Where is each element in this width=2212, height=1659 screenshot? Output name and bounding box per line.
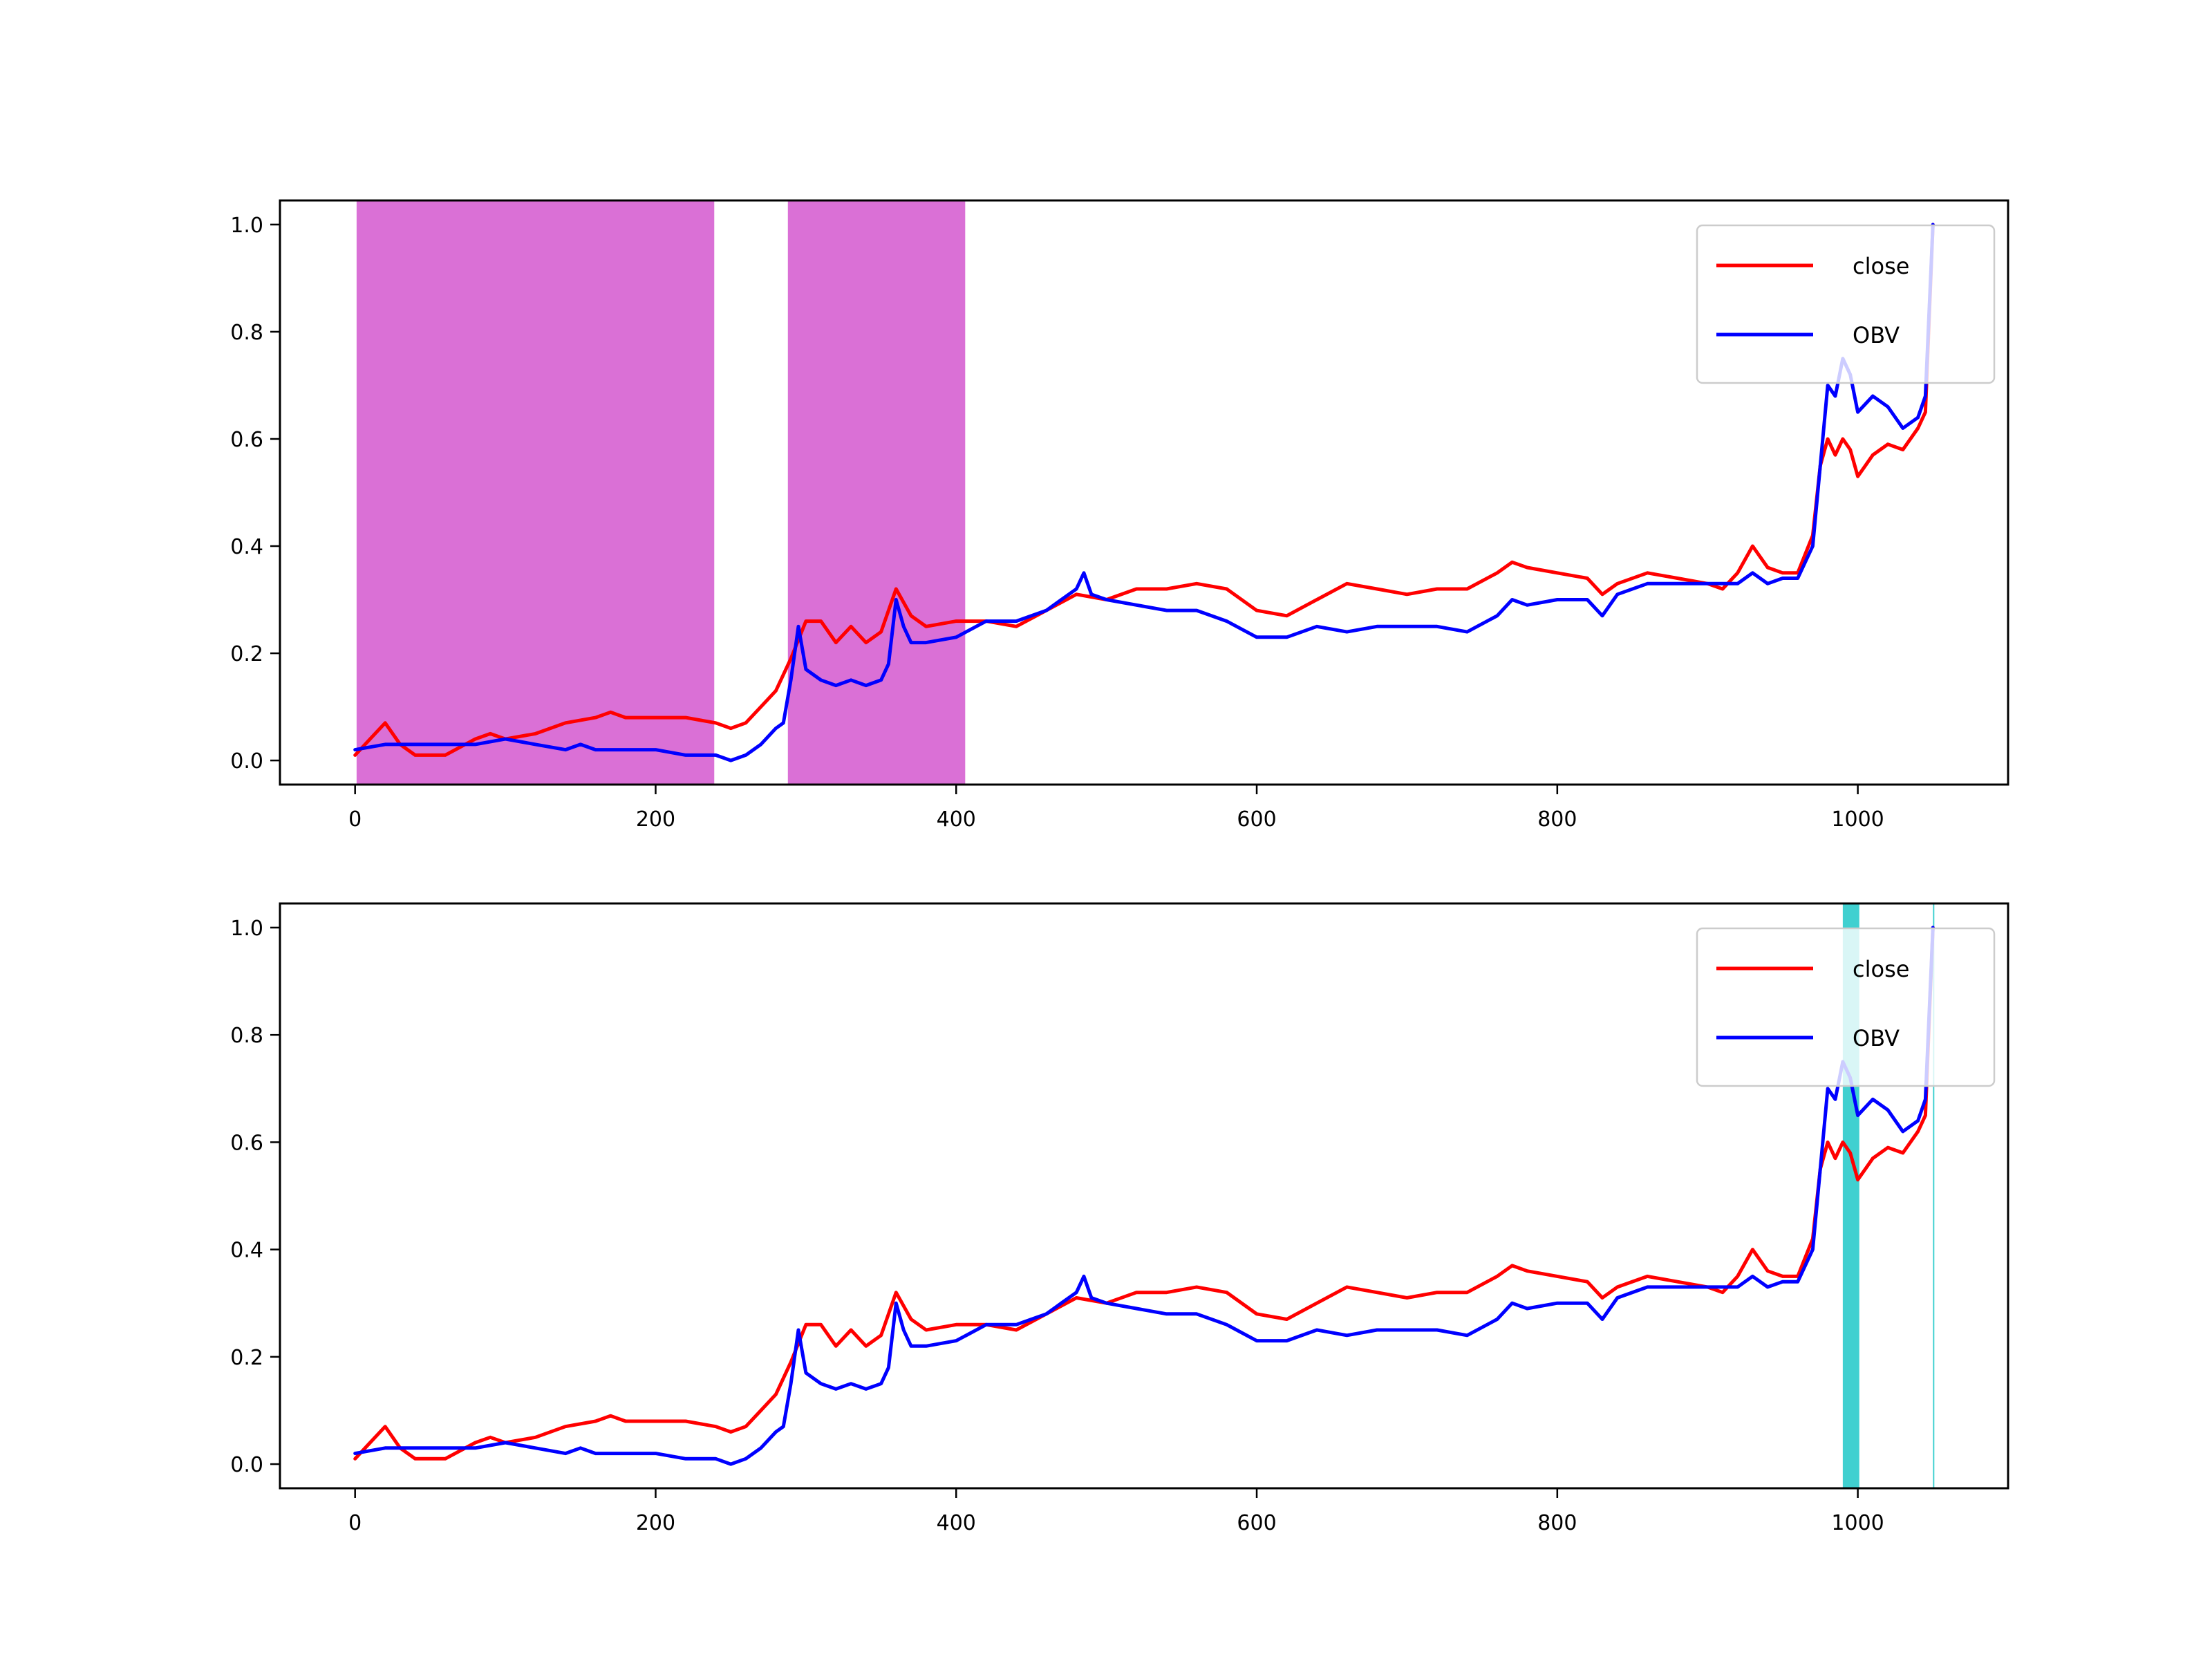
x-tick-label: 200 <box>636 1511 675 1535</box>
y-tick-label: 0.6 <box>230 1131 263 1155</box>
legend-box <box>1696 927 1996 1087</box>
y-tick-label: 0.4 <box>230 1239 263 1263</box>
bottom-subplot: 0 200 400 600 800 1000 0.0 0.2 0.4 0.6 0.8 1.0 close… <box>230 902 2009 1535</box>
series-line-obv <box>353 223 1935 762</box>
y-tick-label: 0.8 <box>230 321 263 345</box>
x-tick-label: 600 <box>1237 1511 1276 1535</box>
shaded-region-2 <box>787 200 966 785</box>
axes-frame <box>279 902 2009 1490</box>
x-tick-label: 1000 <box>1831 1511 1884 1535</box>
x-tick-label: 400 <box>937 807 976 832</box>
legend-label-close: close <box>1853 253 1909 279</box>
x-tick-label: 400 <box>937 1511 976 1535</box>
shaded-region-2 <box>1933 903 1935 1488</box>
legend: close OBV <box>1696 927 1996 1087</box>
top-subplot: 0 200 400 600 800 1000 0.0 0.2 0.4 0.6 0.8 1.0 close… <box>230 199 2009 832</box>
y-tick-label: 0.6 <box>230 428 263 452</box>
x-tick-label: 0 <box>348 1511 362 1535</box>
axes-frame <box>279 199 2009 786</box>
y-tick-label: 0.4 <box>230 535 263 559</box>
x-tick-label: 800 <box>1537 807 1577 832</box>
y-tick-label: 0.0 <box>230 749 263 774</box>
x-tick-label: 600 <box>1237 807 1276 832</box>
legend-label-obv: OBV <box>1853 1025 1900 1051</box>
y-tick-label: 0.2 <box>230 642 263 666</box>
shaded-region-1 <box>356 200 715 785</box>
x-tick-label: 0 <box>348 807 362 832</box>
y-tick-label: 1.0 <box>230 214 263 238</box>
legend: close OBV <box>1696 224 1996 384</box>
y-tick-label: 0.8 <box>230 1024 263 1048</box>
y-tick-label: 0.0 <box>230 1453 263 1477</box>
x-tick-label: 1000 <box>1831 807 1884 832</box>
legend-label-obv: OBV <box>1853 322 1900 348</box>
x-tick-label: 200 <box>636 807 675 832</box>
y-tick-label: 0.2 <box>230 1346 263 1370</box>
x-tick-label: 800 <box>1537 1511 1577 1535</box>
legend-label-close: close <box>1853 956 1909 982</box>
y-tick-label: 1.0 <box>230 917 263 941</box>
legend-box <box>1696 224 1996 384</box>
series-line-obv <box>353 926 1935 1466</box>
